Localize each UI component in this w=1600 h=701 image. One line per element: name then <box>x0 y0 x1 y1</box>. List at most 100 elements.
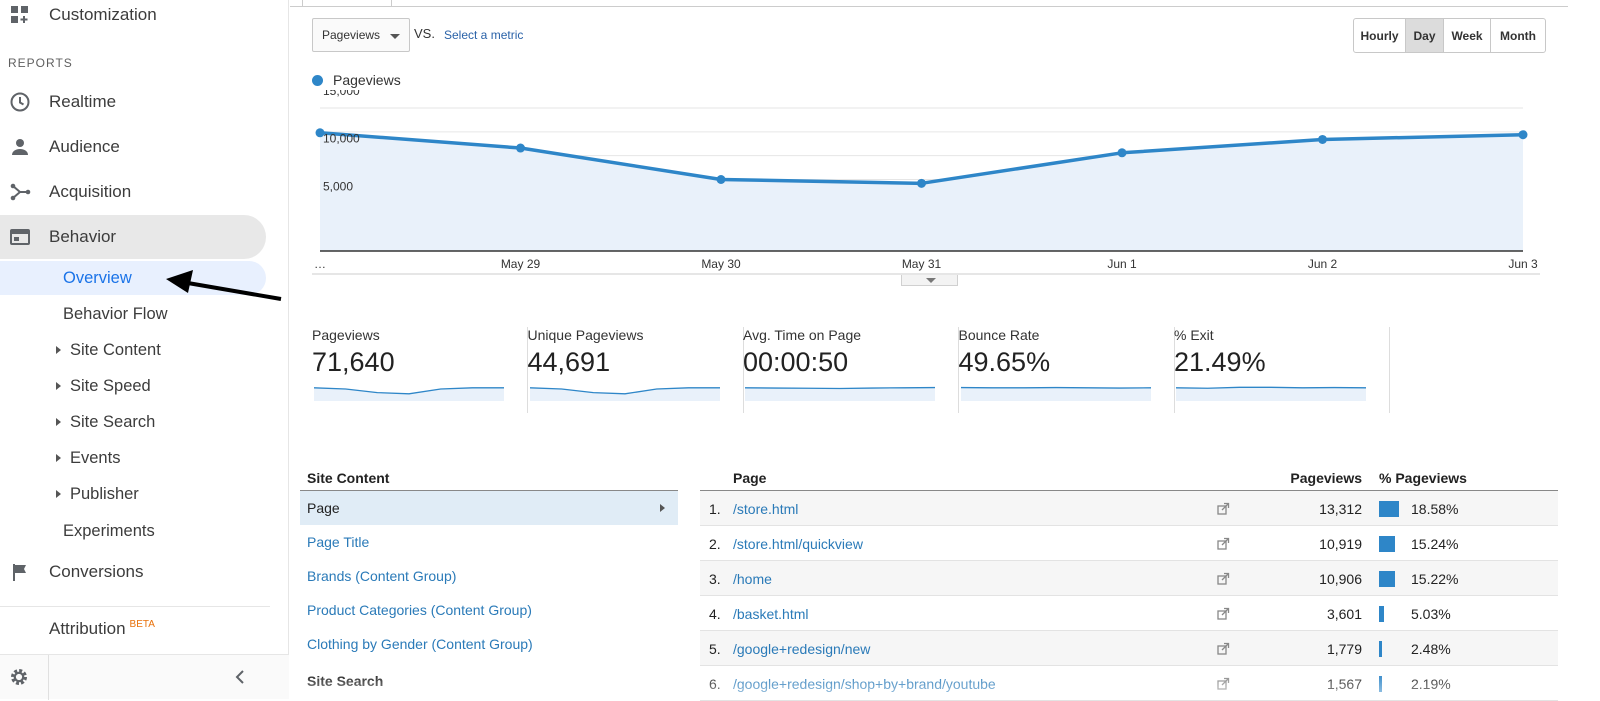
nav-behavior-flow-label: Behavior Flow <box>63 305 168 324</box>
page-link[interactable]: /google+redesign/new <box>733 641 870 657</box>
nav-site-search[interactable]: Site Search <box>0 405 266 439</box>
nav-publisher-label: Publisher <box>70 485 139 504</box>
x-tick-label: May 29 <box>501 257 541 271</box>
hourly-button[interactable]: Hourly <box>1354 19 1406 52</box>
page-link[interactable]: /store.html <box>733 501 798 517</box>
row-number: 5. <box>709 641 721 657</box>
table-row: 6. /google+redesign/shop+by+brand/youtube… <box>700 666 1558 701</box>
flag-icon <box>9 561 31 583</box>
open-page-icon[interactable] <box>1217 572 1230 585</box>
month-button[interactable]: Month <box>1491 19 1545 52</box>
nav-conversions[interactable]: Conversions <box>0 550 266 594</box>
footer-divider <box>48 655 49 700</box>
nav-site-speed[interactable]: Site Speed <box>0 369 266 403</box>
page-link[interactable]: /basket.html <box>733 606 808 622</box>
pct-value: 15.24% <box>1411 536 1458 552</box>
behavior-icon <box>9 226 31 248</box>
reports-header: REPORTS <box>8 56 73 70</box>
annotation-arrow-icon <box>160 268 285 304</box>
sparkline <box>530 377 720 401</box>
nav-customization[interactable]: Customization <box>0 0 266 37</box>
pct-bar <box>1379 676 1382 692</box>
scorecard-value: 21.49% <box>1174 347 1266 378</box>
pct-bar <box>1379 536 1395 552</box>
col-pageviews[interactable]: Pageviews <box>1290 470 1362 486</box>
data-point[interactable] <box>1118 148 1127 157</box>
data-point[interactable] <box>1318 135 1327 144</box>
nav-site-speed-label: Site Speed <box>70 377 151 396</box>
data-point[interactable] <box>1519 130 1528 139</box>
x-tick-label: Jun 2 <box>1308 257 1338 271</box>
nav-site-search-label: Site Search <box>70 413 155 432</box>
site-content-page-title[interactable]: Page Title <box>300 525 678 559</box>
report-tab[interactable] <box>302 0 392 7</box>
x-tick-label: Jun 1 <box>1107 257 1137 271</box>
open-page-icon[interactable] <box>1217 537 1230 550</box>
day-button[interactable]: Day <box>1406 19 1444 52</box>
collapse-sidebar-icon[interactable] <box>232 669 248 685</box>
nav-realtime[interactable]: Realtime <box>0 80 266 124</box>
nav-audience[interactable]: Audience <box>0 125 266 169</box>
open-page-icon[interactable] <box>1217 607 1230 620</box>
nav-behavior[interactable]: Behavior <box>0 215 266 259</box>
row-number: 1. <box>709 501 721 517</box>
site-content-clothing-by-gender[interactable]: Clothing by Gender (Content Group) <box>300 627 678 661</box>
col-page[interactable]: Page <box>733 470 766 486</box>
scorecard-divider <box>1389 327 1390 413</box>
open-page-icon[interactable] <box>1217 642 1230 655</box>
legend-dot-icon <box>312 75 323 86</box>
row-number: 6. <box>709 676 721 692</box>
data-point[interactable] <box>516 144 525 153</box>
page-link[interactable]: /store.html/quickview <box>733 536 863 552</box>
open-page-icon[interactable] <box>1217 502 1230 515</box>
y-tick-label: 15,000 <box>323 90 360 98</box>
nav-behavior-overview-label: Overview <box>63 269 132 288</box>
data-point[interactable] <box>717 175 726 184</box>
site-content-brands[interactable]: Brands (Content Group) <box>300 559 678 593</box>
nav-site-content-label: Site Content <box>70 341 161 360</box>
site-content-product-categories[interactable]: Product Categories (Content Group) <box>300 593 678 627</box>
page-link[interactable]: /google+redesign/shop+by+brand/youtube <box>733 676 996 692</box>
nav-experiments[interactable]: Experiments <box>0 514 266 548</box>
open-page-icon[interactable] <box>1217 677 1230 690</box>
pct-bar <box>1379 606 1384 622</box>
week-button[interactable]: Week <box>1444 19 1491 52</box>
select-metric-link[interactable]: Select a metric <box>444 28 523 42</box>
site-content-page[interactable]: Page <box>300 491 678 525</box>
pageviews-value: 1,779 <box>1327 641 1362 657</box>
nav-site-content[interactable]: Site Content <box>0 333 266 367</box>
customization-icon <box>9 4 31 26</box>
sparkline-area <box>1176 387 1366 401</box>
scorecard-label: Unique Pageviews <box>528 327 644 343</box>
col-pct-pageviews[interactable]: % Pageviews <box>1379 470 1467 486</box>
row-number: 2. <box>709 536 721 552</box>
sparkline <box>314 377 504 401</box>
nav-publisher[interactable]: Publisher <box>0 477 266 511</box>
gear-icon[interactable] <box>9 667 29 687</box>
nav-acquisition-label: Acquisition <box>49 182 131 202</box>
pageviews-value: 10,906 <box>1319 571 1362 587</box>
time-range-group: Hourly Day Week Month <box>1353 18 1546 53</box>
pageviews-value: 13,312 <box>1319 501 1362 517</box>
nav-events[interactable]: Events <box>0 441 266 475</box>
expand-caret-icon <box>56 382 61 390</box>
sparkline-line <box>745 388 935 389</box>
page-link[interactable]: /home <box>733 571 772 587</box>
metric-select[interactable]: Pageviews <box>312 18 410 52</box>
legend-label: Pageviews <box>333 72 401 88</box>
chart-legend: Pageviews <box>312 72 401 88</box>
nav-acquisition[interactable]: Acquisition <box>0 170 266 214</box>
chart-resize-handle[interactable] <box>901 275 958 286</box>
data-point[interactable] <box>917 179 926 188</box>
expand-caret-icon <box>56 490 61 498</box>
expand-caret-icon <box>56 346 61 354</box>
sparkline <box>745 377 935 401</box>
